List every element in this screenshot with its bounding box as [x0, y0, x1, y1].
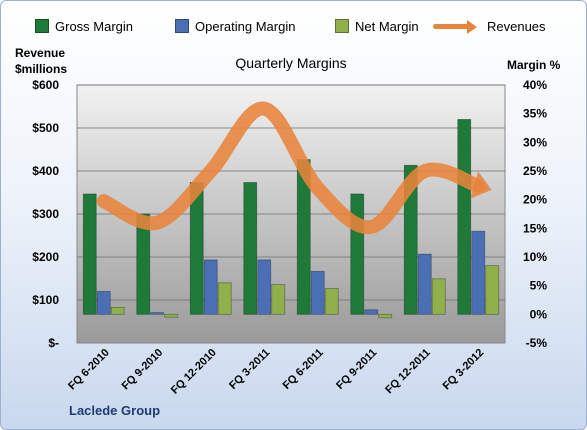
bar-operating-margin [364, 309, 379, 315]
right-tick-label: 40% [523, 78, 547, 92]
left-tick-label: $500 [32, 121, 59, 135]
bar-net-margin [485, 265, 500, 315]
company-name: Laclede Group [69, 403, 161, 418]
bar-net-margin [217, 282, 232, 315]
bar-gross-margin [243, 182, 258, 315]
right-axis-title: Margin % [507, 58, 561, 72]
bar-net-margin [271, 284, 286, 315]
right-tick-label: 5% [530, 279, 548, 293]
x-tick-label: FQ 9-2011 [334, 347, 379, 392]
right-tick-label: 35% [523, 107, 547, 121]
bar-net-margin [378, 313, 393, 319]
bar-gross-margin [82, 193, 97, 315]
bar-operating-margin [203, 259, 218, 315]
bar-gross-margin [457, 119, 472, 315]
right-tick-label: 15% [523, 221, 547, 235]
bar-operating-margin [150, 312, 165, 315]
chart-title: Quarterly Margins [235, 55, 347, 71]
left-tick-label: $200 [32, 250, 59, 264]
right-tick-label: -5% [526, 336, 548, 350]
x-tick-label: FQ 9-2010 [120, 347, 166, 393]
left-tick-label: $300 [32, 207, 59, 221]
right-tick-label: 30% [523, 135, 547, 149]
legend-label-operating-margin: Operating Margin [195, 18, 296, 34]
right-tick-label: 20% [523, 193, 547, 207]
x-tick-label: FQ 6-2010 [66, 347, 112, 393]
left-tick-label: $400 [32, 164, 59, 178]
legend: Gross Margin Operating Margin Net Margin… [35, 13, 566, 39]
x-tick-label: FQ 6-2011 [281, 347, 326, 392]
revenue-arrowhead [470, 171, 492, 199]
legend-item-net-margin: Net Margin [335, 13, 419, 39]
legend-item-operating-margin: Operating Margin [175, 13, 295, 39]
bar-net-margin [164, 313, 179, 318]
x-tick-label: FQ 3-2012 [441, 347, 487, 393]
bar-operating-margin [471, 230, 486, 315]
bar-net-margin [431, 278, 446, 315]
bar-net-margin [110, 307, 125, 315]
right-tick-label: 0% [530, 307, 548, 321]
legend-label-net-margin: Net Margin [355, 18, 419, 34]
legend-label-gross-margin: Gross Margin [55, 18, 134, 34]
left-tick-label: $- [48, 336, 59, 350]
revenue-line [96, 101, 486, 234]
bar-operating-margin [417, 253, 432, 315]
bar-net-margin [324, 288, 339, 315]
legend-arrow-revenues [433, 20, 477, 34]
left-tick-label: $100 [32, 293, 59, 307]
left-axis-title: Revenue $millions [15, 46, 68, 76]
right-tick-label: 10% [523, 250, 547, 264]
legend-swatch-gross-margin [35, 19, 49, 33]
left-tick-label: $600 [32, 78, 59, 92]
legend-item-gross-margin: Gross Margin [35, 13, 133, 39]
bar-gross-margin [403, 164, 418, 315]
bar-operating-margin [96, 290, 111, 315]
bar-gross-margin [136, 213, 151, 315]
legend-swatch-net-margin [335, 19, 349, 33]
legend-label-revenues: Revenues [487, 18, 546, 34]
bar-operating-margin [310, 270, 325, 315]
bar-operating-margin [257, 259, 272, 315]
right-tick-label: 25% [523, 164, 547, 178]
legend-swatch-operating-margin [175, 19, 189, 33]
x-tick-label: FQ 3-2011 [227, 347, 272, 392]
x-tick-label: FQ 12-2010 [169, 347, 219, 397]
bar-gross-margin [350, 193, 365, 315]
x-tick-label: FQ 12-2011 [383, 347, 433, 397]
legend-item-revenues: Revenues [433, 13, 546, 39]
